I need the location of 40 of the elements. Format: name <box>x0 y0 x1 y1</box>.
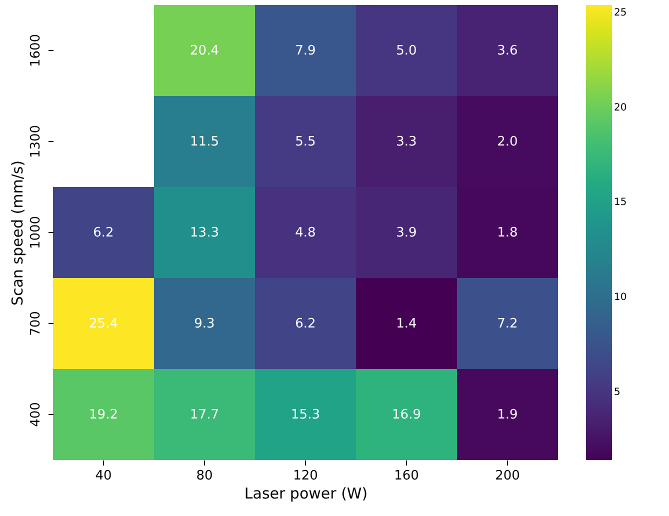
data-label: 16.9 <box>392 408 421 422</box>
x-axis-title: Laser power (W) <box>244 484 368 502</box>
data-label: 15.3 <box>291 408 320 422</box>
x-tick-label: 40 <box>95 468 112 484</box>
x-tick-label: 200 <box>495 468 520 484</box>
data-label: 6.2 <box>93 226 114 240</box>
data-label: 5.0 <box>396 44 417 58</box>
color-bar-label: 25 <box>614 8 627 19</box>
data-label: 11.5 <box>190 134 219 150</box>
data-label: 1.4 <box>396 316 417 332</box>
y-tick-label: 1000 <box>28 216 44 250</box>
data-label: 9.3 <box>194 316 215 332</box>
color-bar-label: 15 <box>614 197 627 208</box>
data-label: 20.4 <box>190 44 219 58</box>
data-label: 19.2 <box>89 408 118 422</box>
data-label: 7.2 <box>497 316 518 332</box>
y-tick-label: 1600 <box>28 34 44 68</box>
color-bar-label: 10 <box>614 292 627 303</box>
data-label: 13.3 <box>190 226 219 240</box>
data-label: 17.7 <box>190 408 219 422</box>
y-tick-label: 700 <box>28 311 44 336</box>
data-label: 4.8 <box>295 226 316 240</box>
data-label: 1.9 <box>497 408 518 422</box>
y-tick-label: 1300 <box>28 124 44 158</box>
data-label: 6.2 <box>295 316 316 332</box>
data-label: 7.9 <box>295 44 316 58</box>
data-label: 3.9 <box>396 226 417 240</box>
color-bar-label: 20 <box>614 102 627 114</box>
data-label: 25.4 <box>89 316 118 332</box>
color-bar-label: 5 <box>614 386 620 398</box>
data-label: 1.8 <box>497 226 518 240</box>
x-tick-label: 80 <box>196 468 213 484</box>
data-label: 5.5 <box>295 134 316 150</box>
data-label: 3.6 <box>497 44 518 58</box>
y-tick-label: 400 <box>28 402 44 427</box>
data-label: 3.3 <box>396 134 417 150</box>
data-label: 2.0 <box>497 134 518 150</box>
x-tick-label: 160 <box>394 468 419 484</box>
y-axis-title: Scan speed (mm/s) <box>8 160 26 306</box>
x-tick-label: 120 <box>293 468 318 484</box>
